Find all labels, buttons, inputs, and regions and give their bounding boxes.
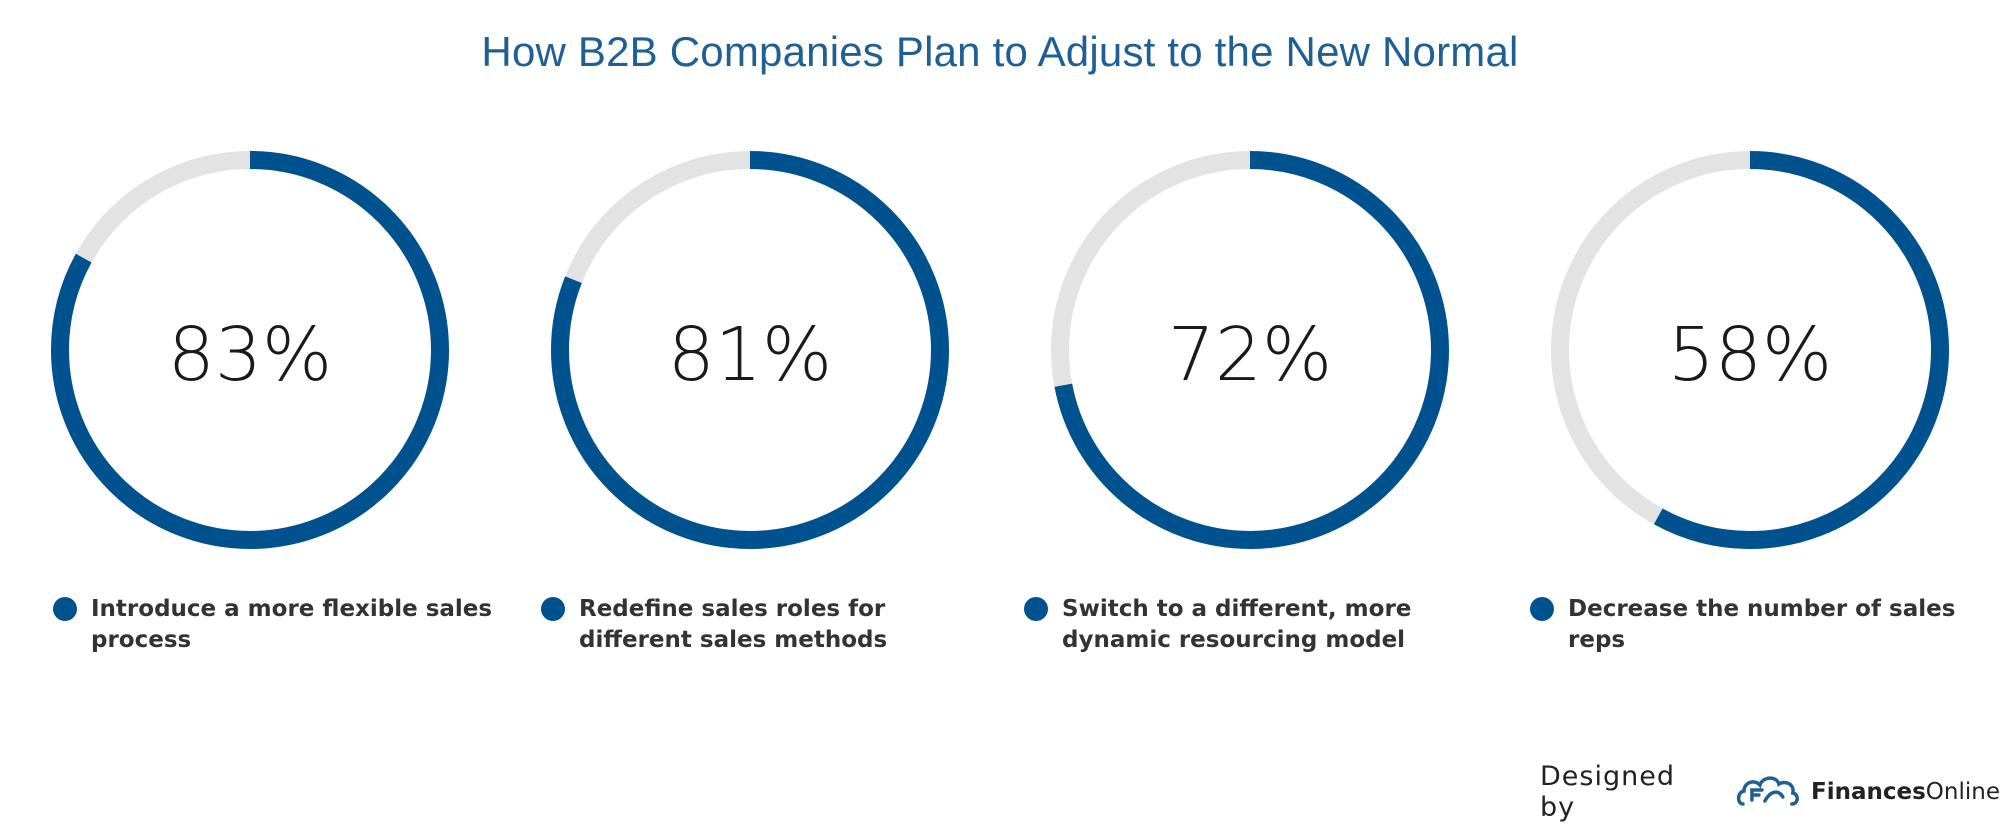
legend-marker <box>53 597 77 621</box>
donut-value-arc <box>551 151 949 549</box>
donut-value-arc <box>51 151 449 549</box>
designed-by-label: Designed by <box>1540 761 1675 823</box>
legend-item: Redefine sales roles for different sales… <box>541 594 989 656</box>
donut-2: 81% <box>551 151 949 549</box>
legend-marker <box>1024 597 1048 621</box>
legend-label: Redefine sales roles for different sales… <box>579 596 888 653</box>
donut-percent-label: 83% <box>168 312 332 398</box>
legend-label: Decrease the number of sales reps <box>1568 596 1956 653</box>
donut-value-arc <box>1051 151 1449 549</box>
financesonline-cloud-logo-icon <box>1737 776 1800 806</box>
credit-footer: Designed by Finances Online <box>1540 761 2000 823</box>
legend-marker <box>1530 597 1554 621</box>
chart-title: How B2B Companies Plan to Adjust to the … <box>481 28 1519 75</box>
donut-4: 58% <box>1551 151 1949 549</box>
brand-name-bold: Finances <box>1811 779 1926 805</box>
donut-percent-label: 72% <box>1168 312 1332 398</box>
donut-value-arc <box>1551 151 1949 549</box>
donut-percent-label: 81% <box>668 312 832 398</box>
donut-percent-label: 58% <box>1668 312 1832 398</box>
brand-name-light: Online <box>1925 779 2000 805</box>
legend-marker <box>541 597 565 621</box>
legend-item: Introduce a more flexible sales process <box>53 594 501 656</box>
legend-label: Switch to a different, more dynamic reso… <box>1062 596 1412 653</box>
legend-item: Switch to a different, more dynamic reso… <box>1024 594 1472 656</box>
donut-3: 72% <box>1051 151 1449 549</box>
legend-label: Introduce a more flexible sales process <box>91 596 493 653</box>
donut-charts: 83% 81% 72% 58% <box>51 151 1949 549</box>
donut-1: 83% <box>51 151 449 549</box>
legend-item: Decrease the number of sales reps <box>1530 594 2000 656</box>
